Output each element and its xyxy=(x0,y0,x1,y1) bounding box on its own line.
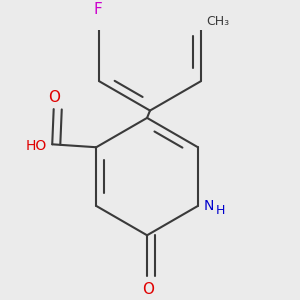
Text: F: F xyxy=(93,2,102,17)
Text: CH₃: CH₃ xyxy=(207,15,230,28)
Text: H: H xyxy=(215,204,225,217)
Text: O: O xyxy=(48,90,60,105)
Text: HO: HO xyxy=(26,139,47,153)
Text: N: N xyxy=(204,199,214,213)
Text: O: O xyxy=(142,282,154,297)
